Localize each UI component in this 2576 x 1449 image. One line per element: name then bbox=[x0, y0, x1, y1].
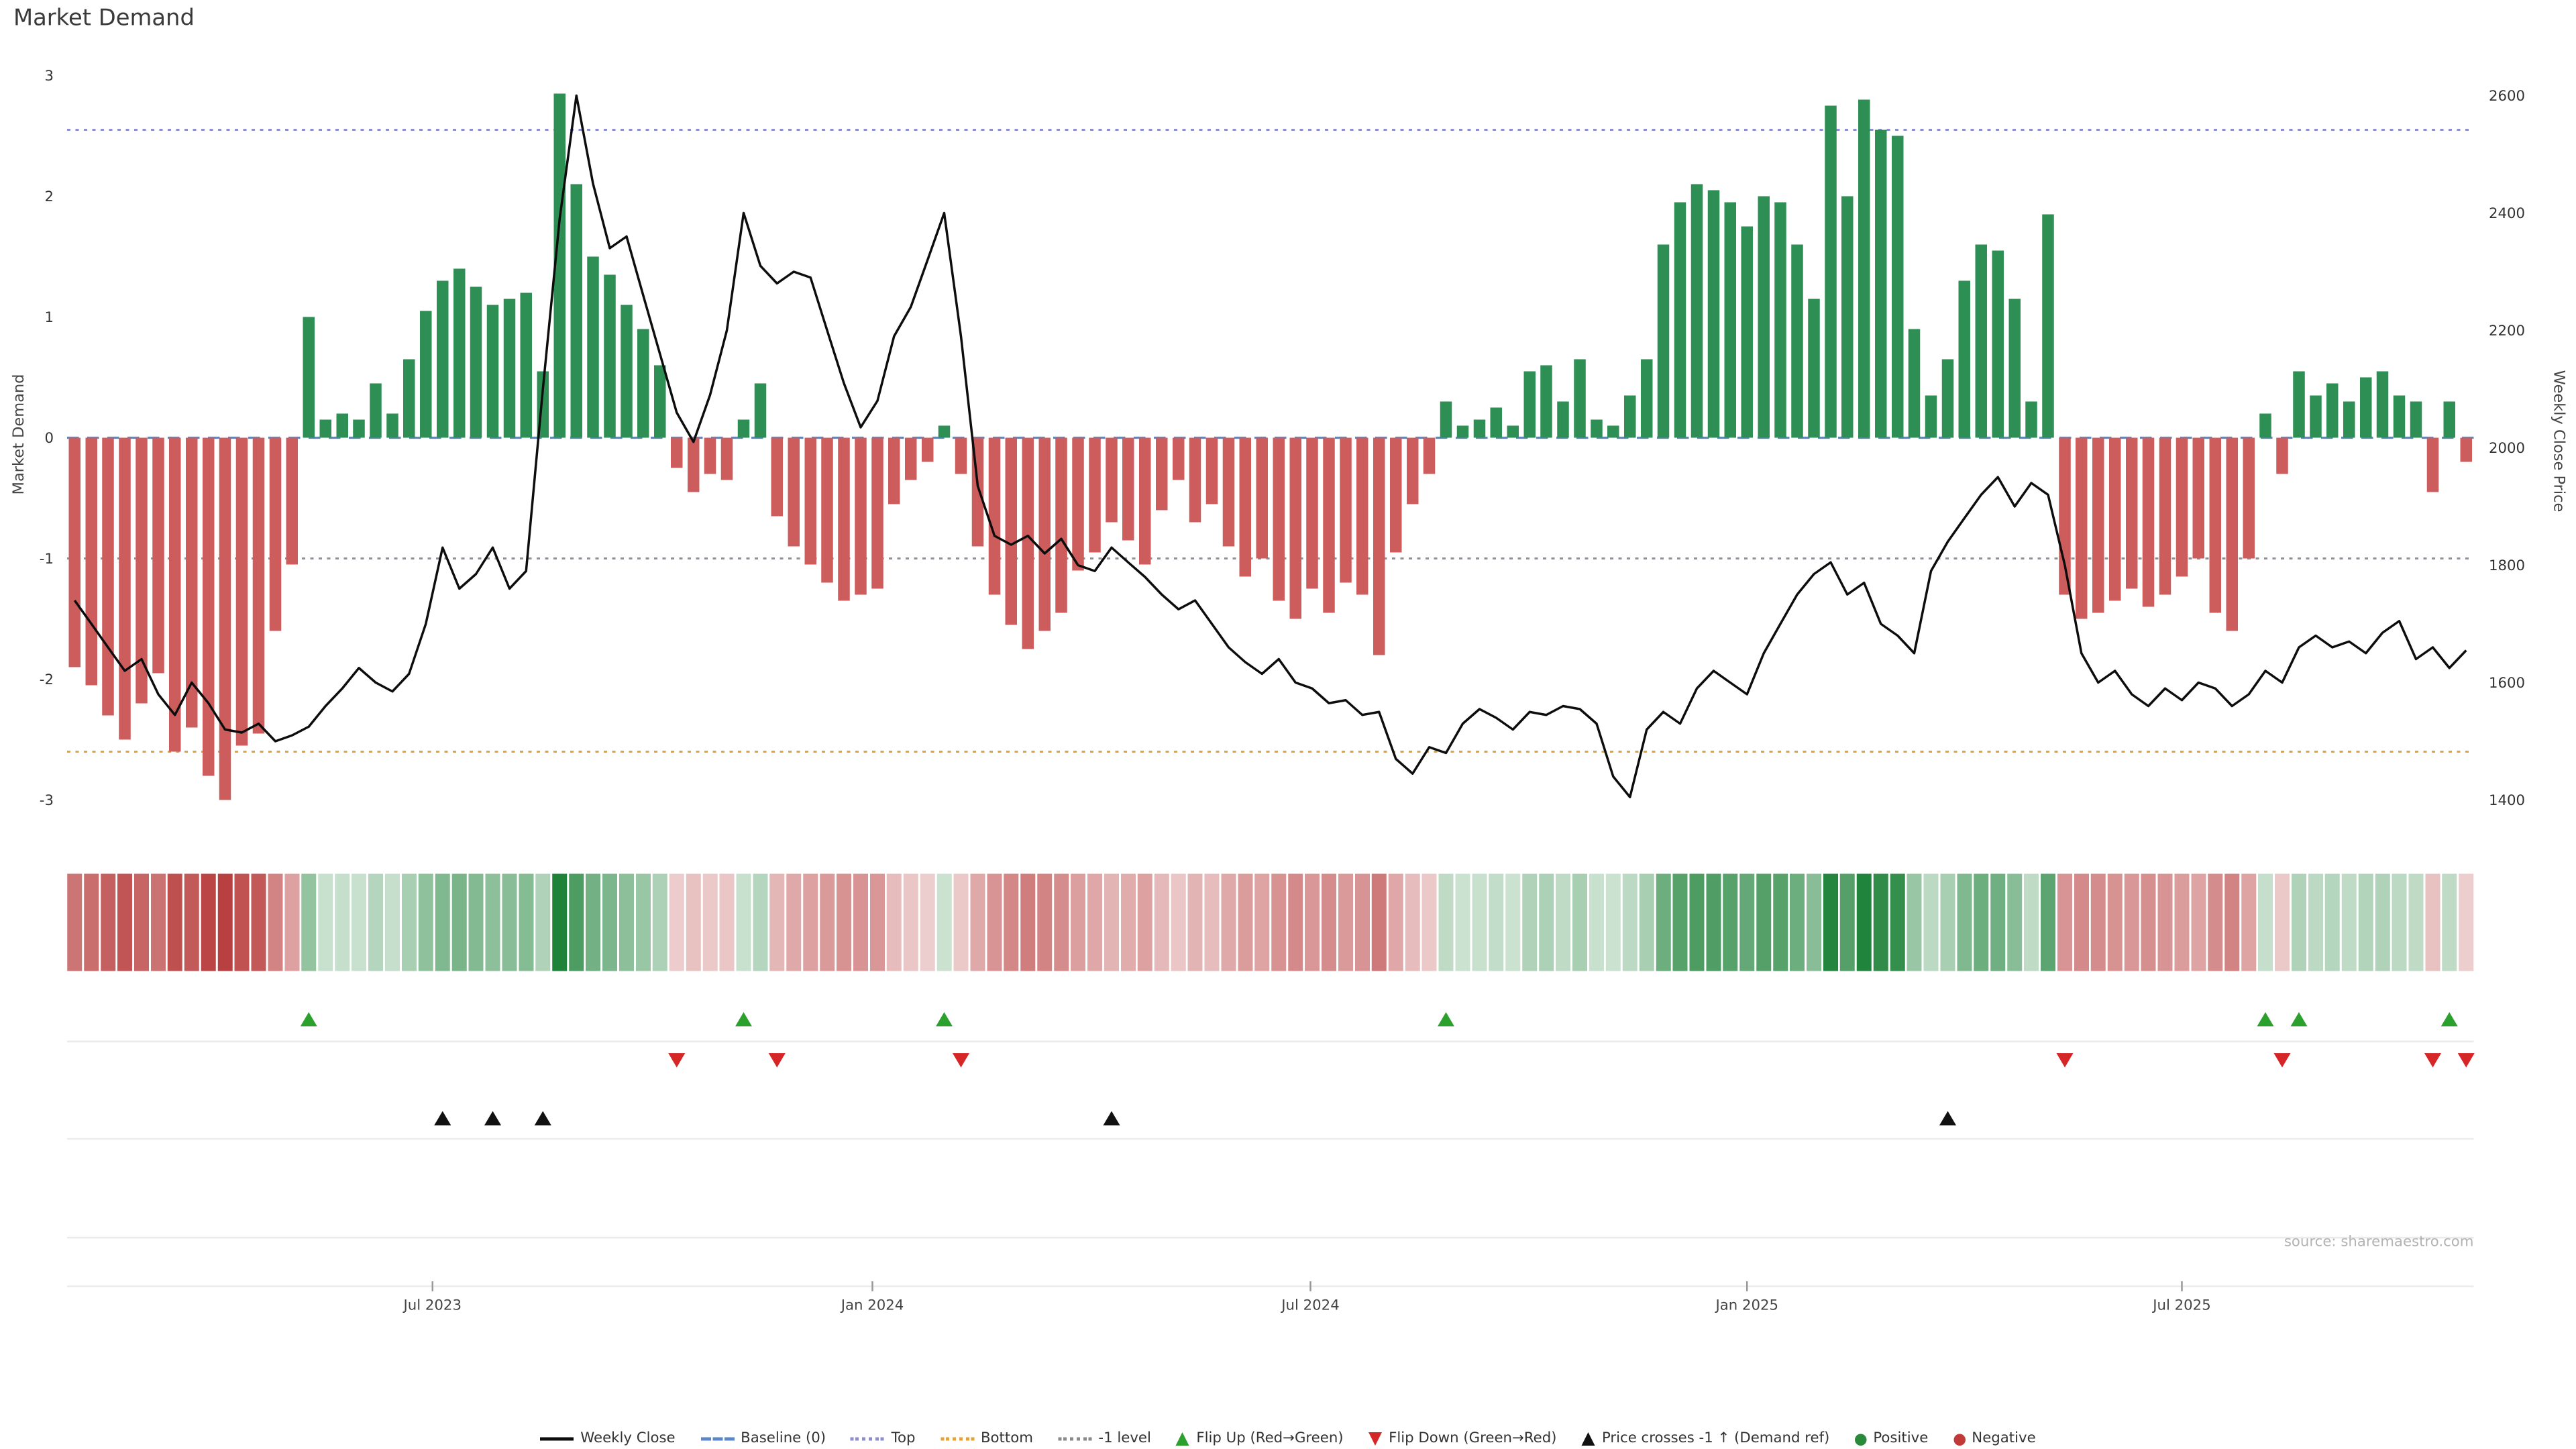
svg-text:2: 2 bbox=[44, 189, 54, 205]
legend-item-top: Top bbox=[851, 1430, 916, 1448]
market-demand-chart: 3 2 1 0 -1 -2 -3 2600 2400 2200 2000 1800 1600 1400 Ju… bbox=[40, 68, 2525, 1314]
legend-label-price-crosses: Price crosses -1 ↑ (Demand ref) bbox=[1601, 1430, 1830, 1448]
legend-item-price-crosses: Price crosses -1 ↑ (Demand ref) bbox=[1581, 1430, 1830, 1448]
legend-label-weekly-close: Weekly Close bbox=[580, 1430, 676, 1448]
negative-swatch-icon bbox=[1953, 1433, 1966, 1445]
svg-text:-3: -3 bbox=[40, 792, 54, 809]
legend-item-weekly-close: Weekly Close bbox=[540, 1430, 676, 1448]
legend-item-bottom: Bottom bbox=[940, 1430, 1033, 1448]
svg-text:Jan 2024: Jan 2024 bbox=[840, 1297, 904, 1314]
positive-swatch-icon bbox=[1854, 1433, 1867, 1445]
svg-text:2200: 2200 bbox=[2489, 323, 2525, 339]
svg-text:-2: -2 bbox=[40, 672, 54, 688]
bottom-swatch-icon bbox=[940, 1437, 974, 1441]
page-title: Market Demand bbox=[13, 5, 195, 32]
legend-label-bottom: Bottom bbox=[980, 1430, 1033, 1448]
baseline-swatch-icon bbox=[700, 1437, 735, 1441]
svg-text:1800: 1800 bbox=[2489, 557, 2525, 574]
svg-text:2000: 2000 bbox=[2489, 440, 2525, 457]
svg-text:Jul 2025: Jul 2025 bbox=[2151, 1297, 2210, 1314]
weekly-close-swatch-icon bbox=[540, 1437, 574, 1441]
legend-item-flip-down: Flip Down (Green→Red) bbox=[1368, 1431, 1556, 1448]
legend-item-positive: Positive bbox=[1854, 1430, 1929, 1448]
price-crosses-swatch-icon bbox=[1581, 1432, 1595, 1446]
svg-text:3: 3 bbox=[44, 68, 54, 85]
svg-text:Jul 2023: Jul 2023 bbox=[402, 1297, 462, 1314]
price-cross-markers bbox=[434, 1111, 1956, 1126]
legend-item-minus-one-level: -1 level bbox=[1058, 1430, 1151, 1448]
source-text: source: sharemaestro.com bbox=[2284, 1234, 2474, 1251]
svg-text:1600: 1600 bbox=[2489, 675, 2525, 692]
svg-text:Jan 2025: Jan 2025 bbox=[1714, 1297, 1778, 1314]
svg-text:0: 0 bbox=[44, 430, 54, 447]
marker-area-gridlines bbox=[67, 1040, 2474, 1287]
svg-text:2600: 2600 bbox=[2489, 88, 2525, 105]
flip-up-swatch-icon bbox=[1176, 1432, 1190, 1446]
demand-bars bbox=[68, 93, 2472, 800]
legend-label-negative: Negative bbox=[1972, 1430, 2036, 1448]
chart-legend: Weekly Close Baseline (0) Top Bottom -1 leve… bbox=[0, 1431, 2576, 1448]
top-swatch-icon bbox=[851, 1437, 885, 1441]
legend-label-flip-up: Flip Up (Red→Green) bbox=[1196, 1430, 1344, 1448]
legend-label-top: Top bbox=[891, 1430, 916, 1448]
minus-one-level-swatch-icon bbox=[1058, 1437, 1092, 1441]
legend-label-baseline: Baseline (0) bbox=[741, 1430, 826, 1448]
flip-down-markers bbox=[668, 1053, 2475, 1068]
legend-item-negative: Negative bbox=[1953, 1431, 2036, 1448]
legend-item-baseline: Baseline (0) bbox=[700, 1431, 826, 1448]
legend-label-minus-one-level: -1 level bbox=[1098, 1430, 1151, 1448]
left-axis-ticks: 3 2 1 0 -1 -2 -3 bbox=[40, 68, 54, 809]
svg-text:2400: 2400 bbox=[2489, 205, 2525, 222]
legend-label-positive: Positive bbox=[1873, 1430, 1929, 1448]
flip-up-markers bbox=[300, 1012, 2458, 1026]
legend-label-flip-down: Flip Down (Green→Red) bbox=[1389, 1430, 1557, 1448]
right-axis-ticks: 2600 2400 2200 2000 1800 1600 1400 bbox=[2489, 88, 2525, 809]
price-line bbox=[73, 94, 2467, 798]
svg-text:1: 1 bbox=[44, 309, 54, 326]
heatmap-strip bbox=[67, 873, 2474, 971]
svg-text:1400: 1400 bbox=[2489, 792, 2525, 809]
x-axis-ticks: Jul 2023 Jan 2024 Jul 2024 Jan 2025 Jul 2025 bbox=[402, 1281, 2211, 1314]
flip-down-swatch-icon bbox=[1368, 1432, 1383, 1446]
legend-item-flip-up: Flip Up (Red→Green) bbox=[1176, 1430, 1344, 1448]
svg-text:Jul 2024: Jul 2024 bbox=[1280, 1297, 1339, 1314]
svg-text:-1: -1 bbox=[40, 551, 54, 568]
